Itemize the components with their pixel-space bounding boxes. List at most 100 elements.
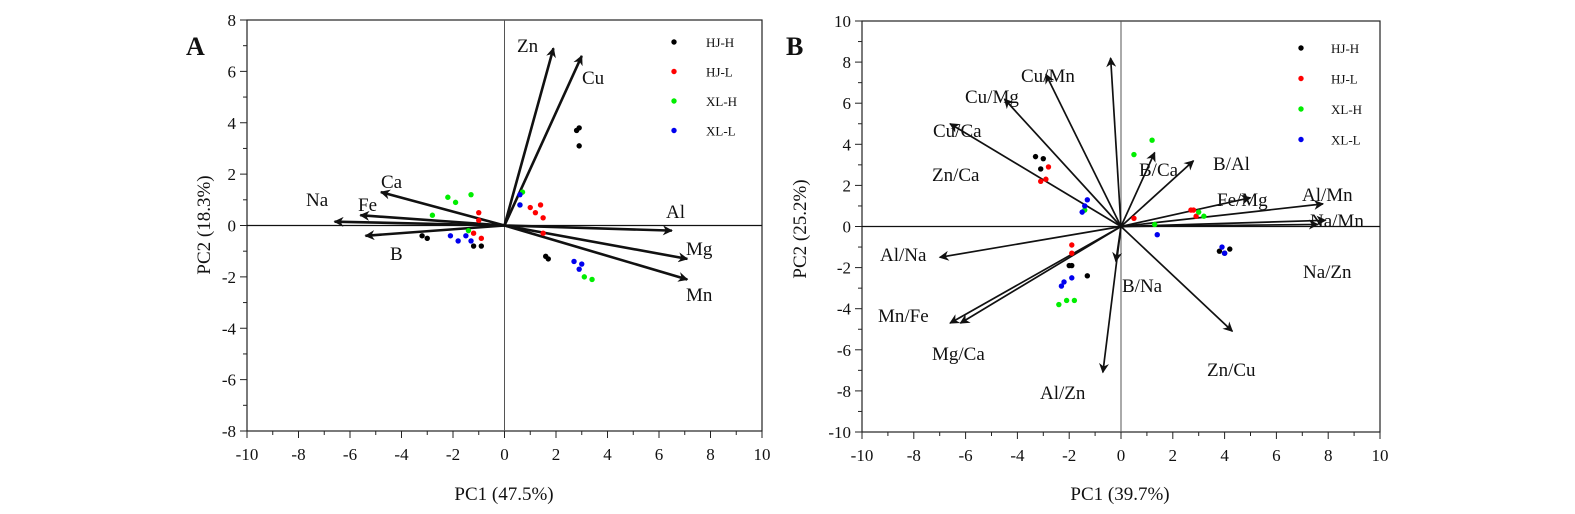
data-point: [452, 199, 459, 206]
loading-vector: [504, 224, 673, 236]
data-point: [429, 212, 436, 218]
loading-vector: [333, 216, 505, 227]
data-point: [1193, 213, 1199, 219]
y-tick-label: 8: [843, 53, 852, 72]
data-point: [517, 191, 523, 198]
x-tick-label: -4: [394, 445, 409, 464]
x-tick-label: -6: [343, 445, 357, 464]
data-point: [1063, 297, 1070, 304]
loading-vector: [1045, 73, 1122, 227]
vector-label: Al: [666, 202, 685, 223]
loading-vector: [1120, 160, 1195, 228]
x-tick-label: 6: [1272, 446, 1281, 465]
y-tick-label: -6: [837, 341, 851, 360]
legend-label: XL-H: [1331, 102, 1362, 117]
y-tick-label: -4: [222, 319, 237, 338]
panel-letter: B: [786, 32, 803, 61]
x-tick-label: -2: [446, 445, 460, 464]
y-tick-label: -2: [222, 268, 236, 287]
legend-marker: [1298, 106, 1304, 112]
x-tick-label: -2: [1062, 446, 1076, 465]
loading-vector: [1106, 56, 1122, 227]
data-point: [540, 230, 546, 236]
data-point: [1216, 248, 1223, 254]
loading-vector: [379, 189, 505, 227]
y-tick-label: 0: [228, 217, 237, 236]
x-axis-label: PC1 (47.5%): [454, 484, 553, 505]
legend-marker: [671, 127, 677, 134]
vector-label: Ca: [381, 172, 403, 193]
legend-label: XL-L: [1331, 133, 1361, 148]
data-point: [1154, 232, 1160, 238]
legend-label: XL-H: [706, 94, 737, 109]
data-point: [1221, 250, 1228, 256]
data-point: [463, 233, 469, 239]
data-point: [576, 125, 582, 131]
data-point: [419, 233, 425, 239]
vector-label: Cu/Mn: [1021, 66, 1075, 87]
y-tick-label: 4: [843, 135, 852, 154]
vector-label: B/Al: [1213, 154, 1250, 175]
data-point: [576, 266, 582, 272]
loading-vector: [504, 224, 689, 263]
legend-marker: [671, 98, 677, 104]
data-point: [581, 274, 588, 280]
data-point: [532, 209, 539, 216]
data-point: [470, 230, 477, 236]
data-point: [1151, 221, 1158, 228]
data-point: [1201, 213, 1207, 219]
y-tick-label: -8: [837, 382, 851, 401]
y-axis-label: PC2 (18.3%): [194, 175, 215, 274]
data-point: [571, 258, 577, 265]
y-tick-label: -10: [828, 423, 851, 442]
vector-label: Mn: [686, 285, 713, 306]
legend-label: HJ-L: [706, 65, 733, 80]
data-point: [579, 261, 585, 267]
data-point: [455, 238, 461, 244]
y-tick-label: 0: [843, 218, 852, 237]
data-point: [1069, 242, 1075, 248]
x-tick-label: 8: [706, 445, 715, 464]
legend-marker: [1298, 45, 1304, 51]
y-tick-label: 8: [228, 11, 237, 30]
data-point: [1038, 166, 1044, 172]
data-point: [1131, 215, 1137, 221]
x-tick-label: 10: [1372, 446, 1389, 465]
data-point: [1058, 283, 1065, 289]
vector-label: Cu: [582, 68, 605, 89]
vector-label: Zn/Cu: [1207, 360, 1256, 381]
vector-label: Mg: [686, 239, 713, 260]
vector-label: Fe/Mg: [1217, 190, 1268, 211]
data-point: [1084, 197, 1091, 203]
data-point: [1219, 244, 1225, 250]
loading-vector: [364, 224, 505, 241]
vector-label: Na/Zn: [1303, 262, 1352, 283]
vector-label: Mg/Ca: [932, 344, 985, 365]
x-tick-label: 4: [1220, 446, 1229, 465]
legend-label: HJ-H: [706, 35, 734, 50]
vector-label: Cu/Mg: [965, 87, 1019, 108]
legend-label: HJ-H: [1331, 41, 1359, 56]
data-point: [540, 215, 546, 221]
data-point: [465, 227, 472, 234]
vector-label: Al/Zn: [1040, 383, 1086, 404]
x-tick-label: -8: [291, 445, 305, 464]
vector-label: B: [390, 244, 403, 265]
loading-vector: [503, 47, 556, 226]
loading-vector: [938, 225, 1122, 261]
data-point: [478, 235, 485, 242]
x-tick-label: -10: [851, 446, 874, 465]
data-point: [470, 243, 477, 249]
y-tick-label: 6: [843, 94, 852, 113]
legend-marker: [671, 68, 677, 75]
y-tick-label: -6: [222, 371, 236, 390]
y-axis-label: PC2 (25.2%): [790, 179, 811, 278]
data-point: [576, 143, 582, 149]
data-point: [1149, 137, 1155, 143]
vector-label: Fe: [358, 195, 377, 216]
loading-vector: [504, 224, 689, 282]
x-tick-label: 8: [1324, 446, 1333, 465]
vector-label: Al/Na: [880, 245, 927, 266]
